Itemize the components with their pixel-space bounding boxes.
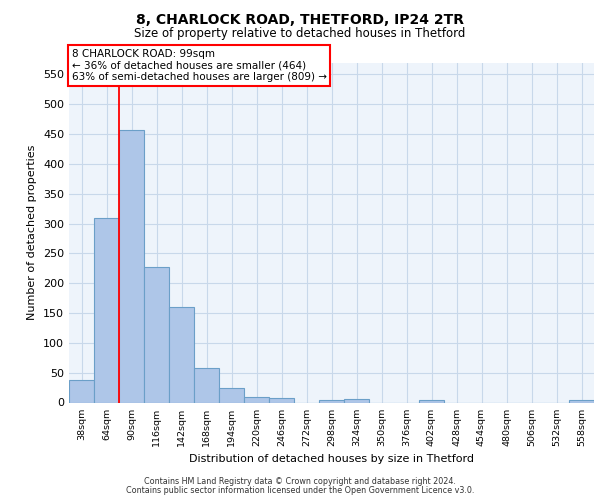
Bar: [69, 380, 94, 402]
X-axis label: Distribution of detached houses by size in Thetford: Distribution of detached houses by size …: [189, 454, 474, 464]
Bar: [244, 396, 269, 402]
Bar: [169, 307, 194, 402]
Bar: [219, 388, 244, 402]
Text: 8 CHARLOCK ROAD: 99sqm
← 36% of detached houses are smaller (464)
63% of semi-de: 8 CHARLOCK ROAD: 99sqm ← 36% of detached…: [71, 49, 326, 82]
Bar: [569, 400, 594, 402]
Text: Contains HM Land Registry data © Crown copyright and database right 2024.: Contains HM Land Registry data © Crown c…: [144, 478, 456, 486]
Text: 8, CHARLOCK ROAD, THETFORD, IP24 2TR: 8, CHARLOCK ROAD, THETFORD, IP24 2TR: [136, 12, 464, 26]
Bar: [144, 267, 169, 402]
Text: Contains public sector information licensed under the Open Government Licence v3: Contains public sector information licen…: [126, 486, 474, 495]
Bar: [419, 400, 444, 402]
Bar: [94, 218, 119, 402]
Bar: [344, 399, 369, 402]
Bar: [319, 400, 344, 402]
Bar: [194, 368, 219, 402]
Text: Size of property relative to detached houses in Thetford: Size of property relative to detached ho…: [134, 28, 466, 40]
Bar: [269, 398, 294, 402]
Y-axis label: Number of detached properties: Number of detached properties: [28, 145, 37, 320]
Bar: [119, 130, 144, 402]
